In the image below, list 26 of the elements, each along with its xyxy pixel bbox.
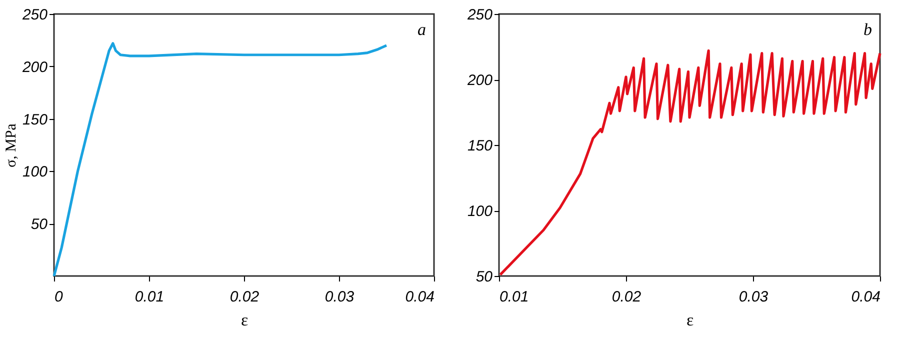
x-tick-label: 0.03 [324,288,355,306]
x-tick-label: 0.02 [612,288,642,306]
line-series [52,42,388,278]
x-tick-label: 0.04 [851,288,880,306]
x-tick-label: 0.02 [230,288,260,306]
y-tick-label: 150 [22,111,48,128]
y-tick-label: 100 [22,164,48,181]
y-tick-label: 250 [21,6,48,24]
y-tick-label: 150 [467,138,494,154]
x-tick-label: 0.01 [134,288,164,306]
y-axis-title: σ, MPa [3,123,20,168]
annotation: b [864,20,872,39]
x-axis-title: ε [240,310,248,330]
y-tick-label: 200 [21,58,48,76]
y-tick-label: 50 [476,268,494,286]
x-tick-label: 0.01 [500,288,529,306]
y-tick-label: 100 [467,203,494,220]
x-axis-title: ε [686,310,694,330]
y-tick-label: 50 [30,216,48,234]
x-tick-label: 0.03 [738,288,769,306]
y-tick-label: 250 [466,6,494,24]
x-tick-label: 0.04 [405,288,434,306]
x-tick-label: 0 [54,288,64,306]
line-series [498,49,882,276]
y-tick-label: 200 [466,72,494,89]
annotation: a [418,20,426,39]
